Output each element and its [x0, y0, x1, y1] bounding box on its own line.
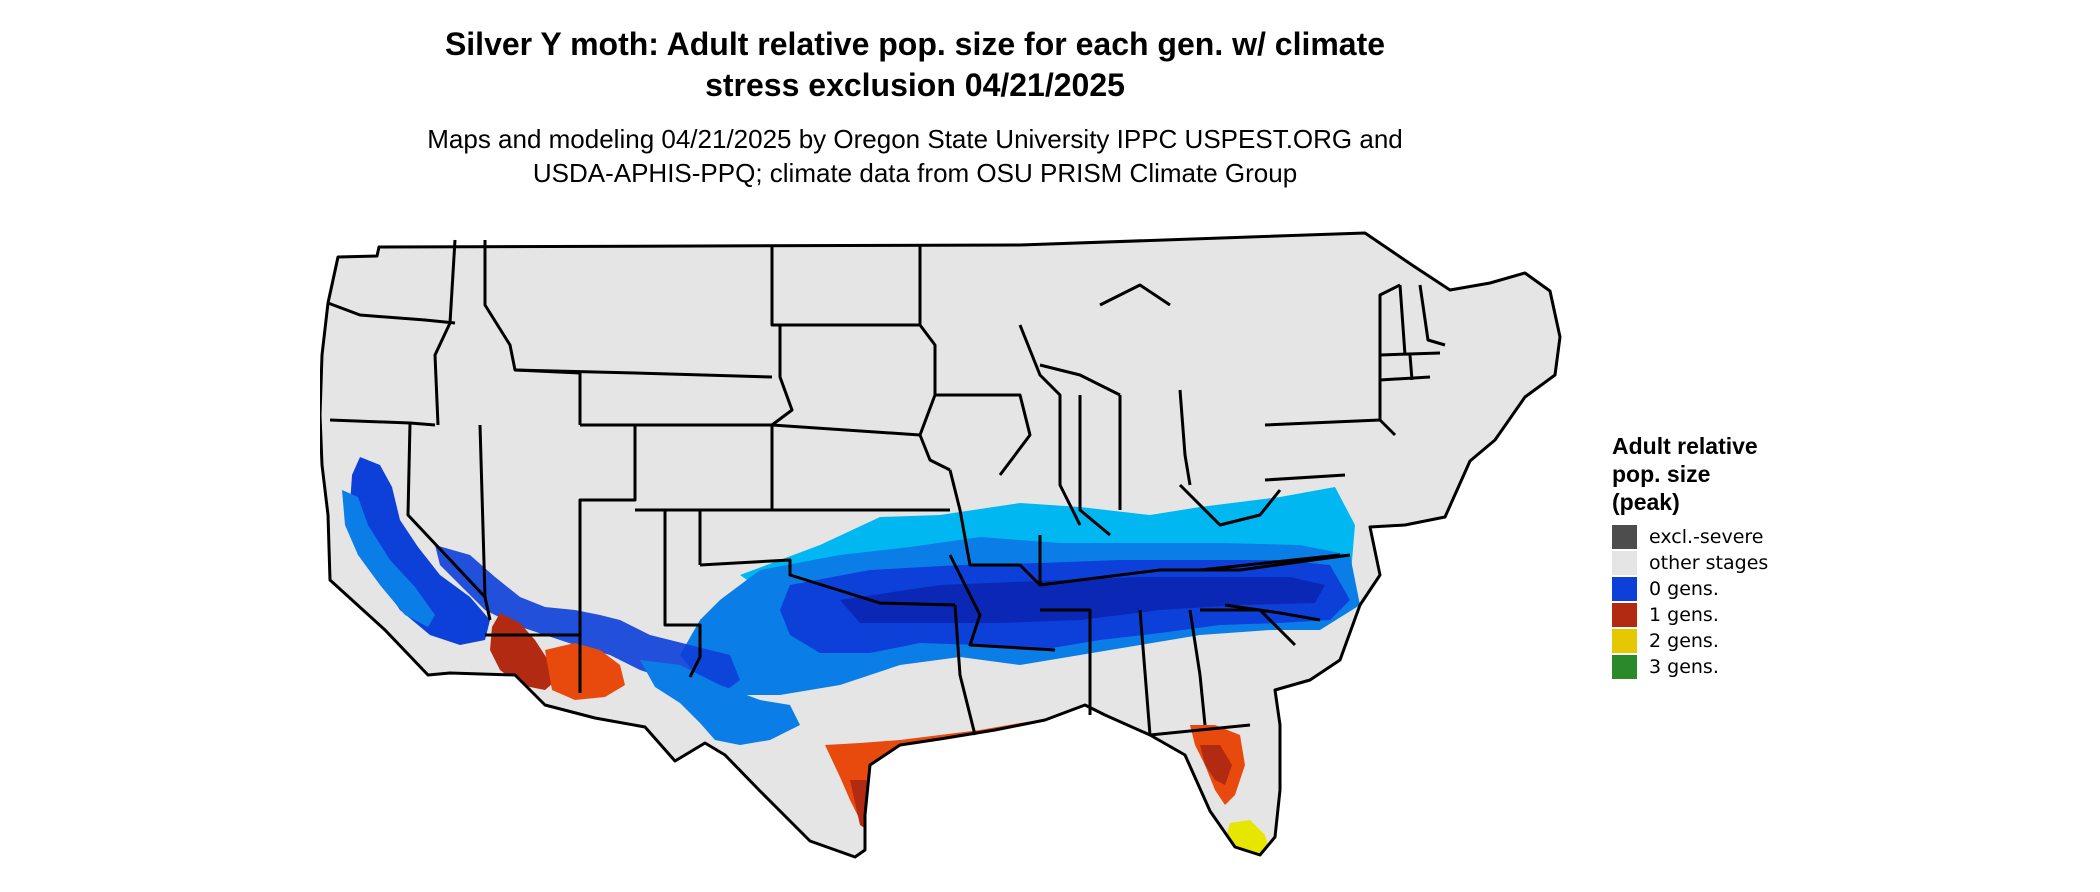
zone-gen0-deep-streak: [840, 577, 1325, 623]
border-ar-la: [948, 554, 1056, 652]
legend-label: 3 gens.: [1649, 656, 1719, 678]
zone-gen1-arizona-orange: [545, 643, 625, 700]
border-id-or: [433, 322, 452, 426]
border-oh-pa: [1178, 389, 1192, 486]
border-wa-or: [327, 301, 456, 325]
legend-item-2-gens: 2 gens.: [1612, 628, 1872, 654]
border-ia: [935, 393, 1032, 476]
border-ca-nv: [406, 422, 492, 621]
border-tn-ms-al: [1040, 608, 1092, 715]
legend-item-other-stages: other stages: [1612, 550, 1872, 576]
border-ms-al: [1138, 609, 1152, 736]
border-ok-tx: [699, 558, 956, 607]
zone-gen0-california-coast: [342, 490, 435, 627]
legend-swatch: [1612, 655, 1637, 679]
zone-gen1-florida-red: [1200, 745, 1232, 785]
zone-gen0-nevada-arizona: [435, 545, 740, 695]
border-nv-ut-az: [478, 424, 487, 598]
border-fl-ga: [1149, 723, 1251, 737]
state-borders: [320, 231, 1562, 859]
border-wa-id: [448, 239, 457, 324]
legend-title-line-3: (peak): [1612, 489, 1680, 515]
border-va-nc: [1199, 553, 1341, 572]
us-map-svg: [320, 231, 1562, 859]
zone-gen0-west-texas: [640, 660, 800, 745]
legend-swatch: [1612, 551, 1637, 575]
legend-item-0-gens: 0 gens.: [1612, 576, 1872, 602]
us-outline: [320, 231, 1562, 859]
map-legend: Adult relative pop. size (peak) excl.-se…: [1612, 432, 1872, 680]
title-line-2: stress exclusion 04/21/2025: [705, 67, 1125, 103]
border-wy-co-ut: [485, 423, 637, 637]
border-il-in-ky: [1078, 395, 1111, 537]
legend-swatch: [1612, 577, 1637, 601]
border-mi: [1039, 283, 1171, 397]
border-la-tx: [953, 604, 977, 736]
legend-label: other stages: [1649, 552, 1769, 574]
legend-item-excl-severe: excl.-severe: [1612, 524, 1872, 550]
map-subtitle: Maps and modeling 04/21/2025 by Oregon S…: [400, 122, 1430, 190]
border-al-ga: [1188, 609, 1207, 726]
map-title: Silver Y moth: Adult relative pop. size …: [400, 24, 1430, 106]
legend-swatch: [1612, 603, 1637, 627]
legend-label: 2 gens.: [1649, 630, 1719, 652]
border-nc-sc: [1224, 603, 1321, 622]
legend-item-3-gens: 3 gens.: [1612, 654, 1872, 680]
border-pa-md: [1264, 473, 1346, 482]
border-mn-wi-ia: [918, 245, 937, 436]
legend-swatch: [1612, 525, 1637, 549]
border-mo: [948, 469, 1042, 587]
border-ne-ks: [771, 423, 951, 472]
legend-title-line-1: Adult relative: [1612, 433, 1758, 459]
legend-label: excl.-severe: [1649, 526, 1764, 548]
border-id-mt-wy: [483, 240, 582, 425]
border-ny-new-england: [1378, 283, 1401, 420]
legend-label: 0 gens.: [1649, 578, 1719, 600]
zone-gen1-arizona-red: [490, 613, 560, 690]
legend-title-line-2: pop. size: [1612, 461, 1711, 487]
border-mt-wy: [514, 368, 773, 379]
border-wv-va: [1178, 483, 1282, 527]
subtitle-line-2: USDA-APHIS-PPQ; climate data from OSU PR…: [532, 158, 1298, 188]
border-nm-tx: [663, 510, 702, 678]
subtitle-line-1: Maps and modeling 04/21/2025 by Oregon S…: [427, 124, 1403, 154]
legend-item-1-gens: 1 gens.: [1612, 602, 1872, 628]
us-map: [320, 225, 1580, 890]
border-nh-me: [1418, 284, 1446, 347]
legend-title: Adult relative pop. size (peak): [1612, 432, 1872, 516]
border-vt-nh: [1398, 284, 1407, 356]
legend-swatch: [1612, 629, 1637, 653]
legend-label: 1 gens.: [1649, 604, 1719, 626]
title-line-1: Silver Y moth: Adult relative pop. size …: [444, 26, 1386, 62]
zone-gen0-california: [350, 457, 490, 645]
border-ma-ct-ri: [1379, 351, 1441, 382]
border-wi-il: [1018, 324, 1082, 526]
